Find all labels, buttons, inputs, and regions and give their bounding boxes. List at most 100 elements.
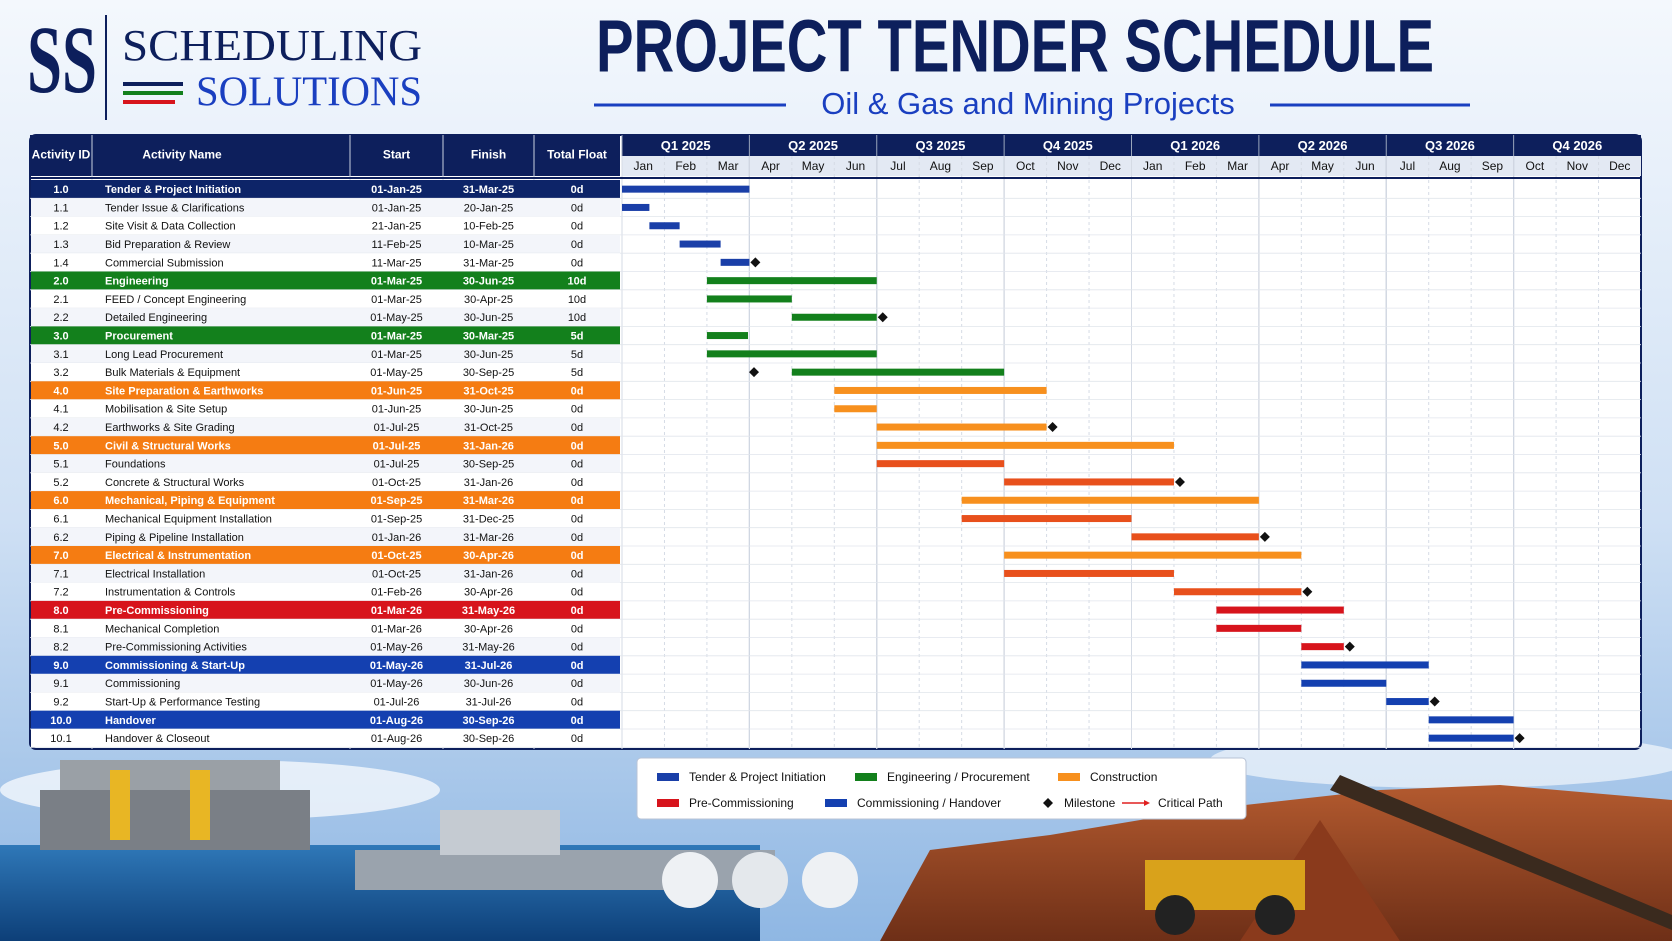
cell-finish: 31-Jan-26 <box>464 477 514 489</box>
month-label: Sep <box>1482 159 1504 173</box>
cell-finish: 31-Dec-25 <box>463 513 514 525</box>
summary-bar <box>1301 661 1429 669</box>
month-label: Jan <box>634 159 653 173</box>
month-label: Nov <box>1057 159 1078 173</box>
legend-symbol <box>855 773 877 781</box>
cell-finish: 31-May-26 <box>462 605 515 617</box>
cell-start: 01-Jan-26 <box>372 532 422 544</box>
cell-finish: 31-Mar-26 <box>463 532 514 544</box>
task-bar <box>720 258 750 266</box>
month-label: Dec <box>1609 159 1630 173</box>
task-bar <box>1216 624 1302 632</box>
cell-start: 01-Jul-25 <box>373 440 421 452</box>
cell-id: 8.2 <box>53 642 68 654</box>
month-label: Feb <box>1185 159 1206 173</box>
task-row <box>31 472 620 492</box>
summary-bar <box>1428 716 1514 724</box>
cell-float: 0d <box>571 477 583 489</box>
cell-id: 10.1 <box>50 733 71 745</box>
month-label: Apr <box>761 159 780 173</box>
month-label: May <box>802 159 825 173</box>
task-row <box>31 308 620 327</box>
task-bar <box>876 460 1005 468</box>
cell-id: 9.2 <box>53 696 68 708</box>
cell-id: 3.1 <box>53 349 68 361</box>
cell-start: 01-Sep-25 <box>371 513 422 525</box>
cell-float: 0d <box>571 587 583 599</box>
cell-float: 10d <box>568 276 587 288</box>
cell-float: 0d <box>571 696 583 708</box>
cell-finish: 30-Jun-26 <box>464 678 514 690</box>
cell-id: 1.0 <box>53 184 68 196</box>
month-label: Jan <box>1143 159 1162 173</box>
legend-label: Engineering / Procurement <box>887 770 1030 784</box>
brand-top: SCHEDULING <box>122 21 422 70</box>
cell-name: Bid Preparation & Review <box>105 239 230 251</box>
task-row <box>31 363 620 382</box>
task-row <box>31 637 620 656</box>
brand-bottom: SOLUTIONS <box>196 70 422 116</box>
month-label: Jul <box>1400 159 1415 173</box>
cell-finish: 31-Oct-25 <box>463 385 513 397</box>
task-bar <box>1131 533 1259 541</box>
cell-finish: 20-Jan-25 <box>464 202 514 214</box>
task-row <box>31 198 620 217</box>
quarter-label: Q3 2026 <box>1425 138 1475 153</box>
cell-float: 0d <box>571 202 583 214</box>
month-label: Apr <box>1271 159 1290 173</box>
cell-float: 10d <box>568 312 586 324</box>
task-bar <box>1428 734 1514 742</box>
cell-finish: 30-Jun-25 <box>464 312 514 324</box>
cell-float: 0d <box>571 404 583 416</box>
milestone <box>1344 641 1355 652</box>
quarter-label: Q2 2025 <box>788 138 838 153</box>
cell-finish: 31-May-26 <box>462 642 515 654</box>
task-row <box>31 253 620 272</box>
cell-start: 01-Aug-26 <box>371 733 422 745</box>
task-bar <box>1301 679 1387 687</box>
milestone <box>1429 696 1440 707</box>
cell-finish: 30-Apr-26 <box>464 623 513 635</box>
task-bar <box>1173 588 1302 596</box>
cell-start: 01-Mar-26 <box>371 623 422 635</box>
group-row <box>31 326 620 345</box>
group-row <box>31 655 620 675</box>
cell-start: 01-Jul-26 <box>374 696 420 708</box>
cell-id: 6.1 <box>53 513 68 525</box>
cell-name: Commissioning & Start-Up <box>105 660 245 672</box>
cell-finish: 30-Jun-25 <box>464 404 514 416</box>
cell-start: 01-Mar-25 <box>371 349 422 361</box>
cell-id: 1.4 <box>53 257 68 269</box>
cell-finish: 30-Sep-26 <box>463 715 515 727</box>
group-row <box>31 491 620 510</box>
cell-id: 4.1 <box>53 404 68 416</box>
task-bar <box>1004 478 1174 486</box>
cell-float: 5d <box>571 330 584 342</box>
month-label: Mar <box>718 159 739 173</box>
quarter-label: Q4 2025 <box>1043 138 1093 153</box>
cell-finish: 30-Mar-25 <box>463 330 514 342</box>
cell-finish: 30-Sep-26 <box>463 733 514 745</box>
group-row <box>31 436 620 455</box>
cell-id: 1.1 <box>53 202 68 214</box>
summary-bar <box>834 386 1047 394</box>
cell-start: 01-Mar-25 <box>371 330 422 342</box>
cell-start: 01-Jan-25 <box>372 202 422 214</box>
cell-name: Engineering <box>105 276 169 288</box>
task-bar <box>791 313 877 321</box>
summary-bar <box>961 496 1259 504</box>
cell-finish: 31-Oct-25 <box>464 422 513 434</box>
cell-name: Start-Up & Performance Testing <box>105 696 260 708</box>
cell-start: 11-Mar-25 <box>372 257 422 269</box>
cell-finish: 30-Apr-26 <box>463 550 514 562</box>
cell-finish: 30-Sep-25 <box>463 367 514 379</box>
cell-float: 0d <box>571 257 583 269</box>
task-bar <box>961 515 1132 523</box>
cell-name: Mechanical, Piping & Equipment <box>105 495 275 507</box>
cell-float: 10d <box>568 294 586 306</box>
cell-start: 01-Sep-25 <box>371 495 423 507</box>
cell-finish: 31-Jul-26 <box>466 696 512 708</box>
cell-start: 01-May-26 <box>370 678 423 690</box>
task-bar <box>876 423 1047 431</box>
